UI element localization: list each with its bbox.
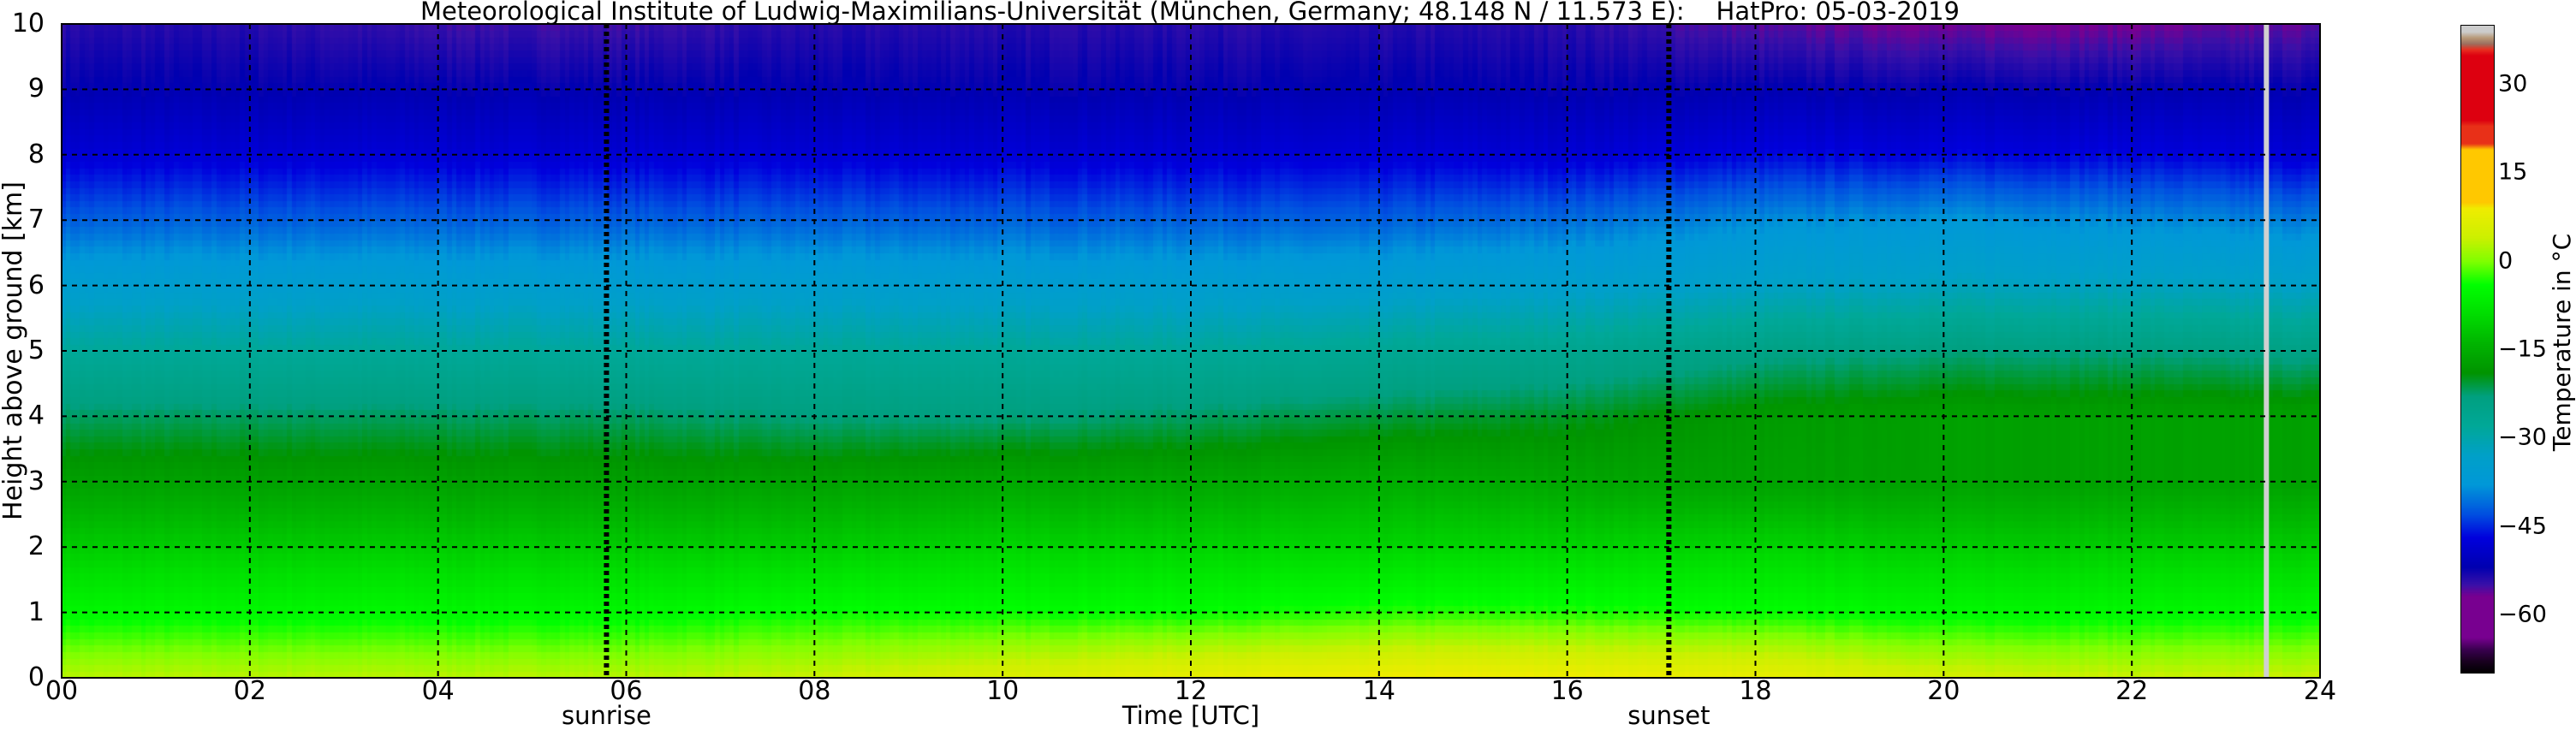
x-tick-label: 22 xyxy=(2115,676,2149,706)
y-tick-label: 2 xyxy=(27,531,45,562)
colorbar-tick-label: −30 xyxy=(2498,424,2547,451)
colorbar-label: Temperature in °C xyxy=(2548,233,2576,452)
plot-overlay xyxy=(61,23,2321,679)
colorbar-tick-label: 15 xyxy=(2498,158,2528,186)
x-tick-label: 18 xyxy=(1739,676,1772,706)
colorbar xyxy=(2460,25,2495,674)
y-tick-label: 6 xyxy=(27,270,45,300)
plot-frame xyxy=(61,23,2321,679)
x-tick-label: 12 xyxy=(1174,676,1208,706)
y-tick-label: 9 xyxy=(27,74,45,104)
x-tick-label: 04 xyxy=(421,676,455,706)
colorbar-tick-label: −45 xyxy=(2498,513,2547,540)
y-tick-label: 10 xyxy=(11,9,45,39)
x-axis-label: Time [UTC] xyxy=(1121,701,1260,730)
sunset-label: sunset xyxy=(1627,701,1710,730)
y-tick-label: 7 xyxy=(27,205,45,235)
y-axis-label: Height above ground [km] xyxy=(0,181,28,520)
y-tick-label: 1 xyxy=(27,596,45,627)
y-tick-label: 4 xyxy=(27,401,45,431)
colorbar-tick-label: 30 xyxy=(2498,70,2528,98)
y-tick-label: 5 xyxy=(27,335,45,365)
x-tick-label: 08 xyxy=(798,676,831,706)
colorbar-tick-label: −60 xyxy=(2498,601,2547,628)
x-tick-label: 24 xyxy=(2303,676,2337,706)
x-tick-label: 02 xyxy=(233,676,266,706)
y-tick-label: 3 xyxy=(27,466,45,496)
colorbar-tick-label: 0 xyxy=(2498,247,2514,275)
chart-title: Meteorological Institute of Ludwig-Maxim… xyxy=(419,0,1960,26)
x-tick-label: 14 xyxy=(1362,676,1395,706)
sunrise-label: sunrise xyxy=(562,701,651,730)
x-tick-label: 06 xyxy=(610,676,643,706)
y-tick-label: 0 xyxy=(27,662,45,692)
plot-area xyxy=(61,23,2321,679)
colorbar-tick-label: −15 xyxy=(2498,335,2547,363)
x-tick-label: 20 xyxy=(1927,676,1960,706)
x-tick-label: 00 xyxy=(45,676,79,706)
colorbar-gradient xyxy=(2461,26,2494,673)
x-tick-label: 10 xyxy=(986,676,1020,706)
x-tick-label: 16 xyxy=(1550,676,1584,706)
y-tick-label: 8 xyxy=(27,139,45,169)
